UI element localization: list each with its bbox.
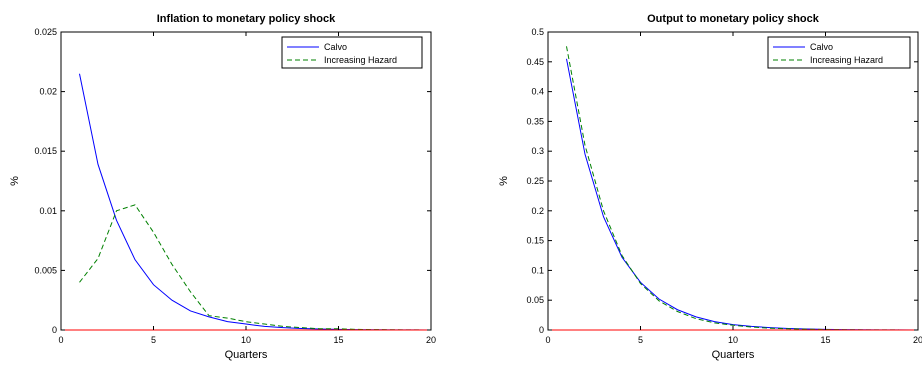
y-tick-label: 0.005 <box>34 265 57 275</box>
chart-inflation: Inflation to monetary policy shock 0 5 10 1… <box>9 13 436 361</box>
y-tick-label: 0.15 <box>526 236 544 246</box>
x-tick-label: 10 <box>241 335 251 345</box>
y-axis-label: % <box>9 176 21 186</box>
plot-area <box>60 31 432 331</box>
y-tick-label: 0.4 <box>531 87 544 97</box>
legend-box <box>767 36 911 69</box>
series-line-increasing-hazard <box>79 204 432 331</box>
y-tick-label: 0.025 <box>34 27 57 37</box>
x-tick-label: 15 <box>333 335 343 345</box>
legend: Calvo Increasing Hazard <box>281 36 423 69</box>
y-tick-label: 0.02 <box>39 87 57 97</box>
legend-label-calvo: Calvo <box>324 42 347 52</box>
chart-title: Output to monetary policy shock <box>647 13 820 25</box>
x-axis-label: Quarters <box>712 349 755 361</box>
legend-label-increasing-hazard: Increasing Hazard <box>810 55 883 65</box>
x-tick-label: 10 <box>728 335 738 345</box>
y-tick-label: 0.2 <box>531 206 544 216</box>
x-tick-label: 5 <box>151 335 156 345</box>
y-tick-label: 0.1 <box>531 265 544 275</box>
y-axis-label: % <box>498 176 510 186</box>
y-tick-label: 0.01 <box>39 206 57 216</box>
axis-ticks: 0 5 10 15 20 0 0.05 0.1 0.15 0.2 0.25 0.3 0.35 0.4 0.4… <box>526 27 922 345</box>
y-tick-label: 0.5 <box>531 27 544 37</box>
y-tick-label: 0.25 <box>526 176 544 186</box>
y-tick-label: 0.05 <box>526 295 544 305</box>
plot-area <box>547 31 919 331</box>
x-tick-label: 5 <box>638 335 643 345</box>
chart-output: Output to monetary policy shock 0 5 10 15 20… <box>498 13 922 361</box>
legend: Calvo Increasing Hazard <box>767 36 911 69</box>
legend-label-increasing-hazard: Increasing Hazard <box>324 55 397 65</box>
x-tick-label: 15 <box>820 335 830 345</box>
y-tick-label: 0.45 <box>526 57 544 67</box>
axis-ticks: 0 5 10 15 20 0 0.005 0.01 0.015 0.02 0.025 <box>34 27 436 345</box>
x-tick-label: 0 <box>545 335 550 345</box>
y-tick-label: 0.015 <box>34 146 57 156</box>
x-tick-label: 20 <box>913 335 922 345</box>
chart-title: Inflation to monetary policy shock <box>157 13 336 25</box>
y-tick-label: 0 <box>52 325 57 335</box>
legend-label-calvo: Calvo <box>810 42 833 52</box>
y-tick-label: 0.3 <box>531 146 544 156</box>
y-tick-label: 0 <box>539 325 544 335</box>
y-tick-label: 0.35 <box>526 116 544 126</box>
x-tick-label: 20 <box>426 335 436 345</box>
legend-box <box>281 36 423 69</box>
x-axis-label: Quarters <box>225 349 268 361</box>
x-tick-label: 0 <box>58 335 63 345</box>
